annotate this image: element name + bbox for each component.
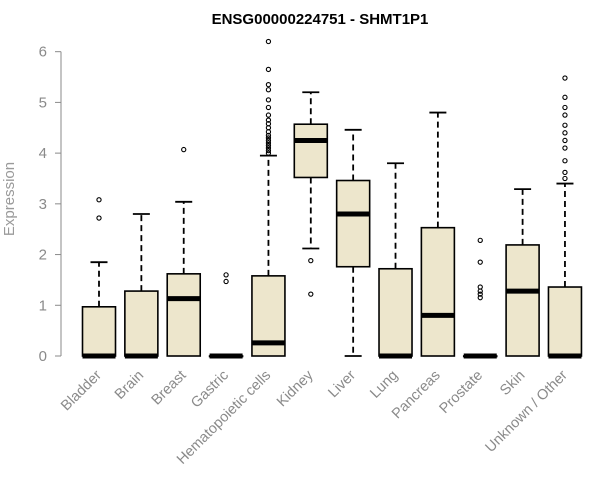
outlier-point — [562, 104, 568, 111]
iqr-box — [335, 179, 371, 268]
chart-title: ENSG00000224751 - SHMT1P1 — [212, 11, 429, 28]
outlier-point — [562, 112, 568, 118]
outlier-point — [477, 237, 483, 244]
outlier-point — [477, 291, 483, 297]
outlier-point — [265, 135, 272, 141]
x-tick-label: Lung — [367, 368, 401, 402]
y-tick-label: 5 — [39, 94, 47, 111]
x-tick-label: Kidney — [274, 367, 317, 410]
boxes-group — [81, 38, 583, 359]
x-tick-label: Breast — [149, 368, 190, 409]
y-tick-label: 4 — [39, 145, 47, 162]
outlier-point — [265, 97, 272, 103]
box-7 — [335, 128, 371, 357]
box-11 — [505, 188, 540, 357]
outlier-point — [562, 137, 568, 144]
x-tick-label: Brain — [112, 368, 147, 403]
iqr-box — [81, 306, 117, 357]
box-10 — [462, 237, 498, 359]
outlier-point — [181, 146, 187, 153]
iqr-box — [547, 286, 583, 357]
outlier-point — [223, 272, 229, 278]
box-3 — [166, 146, 202, 357]
outlier-point — [265, 142, 272, 149]
outlier-point — [477, 259, 483, 265]
outlier-point — [562, 169, 568, 176]
outlier-point — [265, 137, 272, 144]
outlier-point — [477, 284, 483, 290]
outlier-point — [96, 197, 102, 203]
outlier-point — [265, 145, 272, 151]
box-4 — [208, 272, 244, 359]
box-9 — [420, 111, 456, 357]
x-tick-label: Liver — [325, 367, 359, 401]
iqr-box — [166, 273, 202, 357]
outlier-point — [562, 122, 568, 128]
iqr-box — [293, 123, 329, 179]
outlier-point — [477, 295, 483, 301]
outlier-point — [265, 132, 272, 139]
box-12 — [547, 75, 583, 359]
outlier-point — [265, 147, 272, 154]
outlier-point — [562, 130, 568, 136]
outlier-point — [265, 121, 272, 127]
outlier-point — [562, 175, 568, 182]
box-2 — [124, 213, 159, 359]
box-5 — [251, 38, 286, 357]
box-6 — [293, 91, 329, 297]
outlier-point — [265, 150, 272, 156]
outlier-point — [265, 117, 272, 123]
outlier-point — [265, 81, 272, 88]
outlier-point — [265, 66, 272, 73]
y-axis: 0 1 2 3 4 5 6 — [39, 44, 62, 365]
y-tick-label: 3 — [39, 196, 47, 213]
y-tick-label: 6 — [39, 44, 47, 61]
box-8 — [378, 162, 413, 359]
outlier-point — [562, 145, 568, 151]
outlier-point — [308, 257, 314, 264]
y-tick-label: 1 — [39, 297, 47, 314]
outlier-point — [265, 87, 272, 93]
outlier-point — [96, 215, 102, 221]
outlier-point — [308, 291, 314, 297]
outlier-point — [223, 278, 229, 285]
y-axis-title: Expression — [1, 162, 18, 236]
iqr-box — [378, 267, 413, 357]
outlier-point — [265, 140, 272, 146]
outlier-point — [265, 112, 272, 118]
iqr-box — [124, 290, 159, 357]
iqr-box — [505, 244, 540, 357]
x-tick-label: Bladder — [58, 367, 105, 414]
outlier-point — [562, 75, 568, 81]
outlier-point — [562, 158, 568, 164]
x-tick-label: Prostate — [437, 368, 486, 417]
x-tick-label: Skin — [497, 368, 528, 399]
box-1 — [81, 197, 117, 359]
outlier-point — [265, 104, 272, 111]
iqr-box — [420, 226, 456, 357]
outlier-point — [265, 38, 272, 45]
outlier-point — [562, 94, 568, 100]
y-tick-label: 2 — [39, 247, 47, 264]
y-tick-label: 0 — [39, 348, 47, 365]
x-tick-label: Unknown / Other — [483, 367, 571, 455]
